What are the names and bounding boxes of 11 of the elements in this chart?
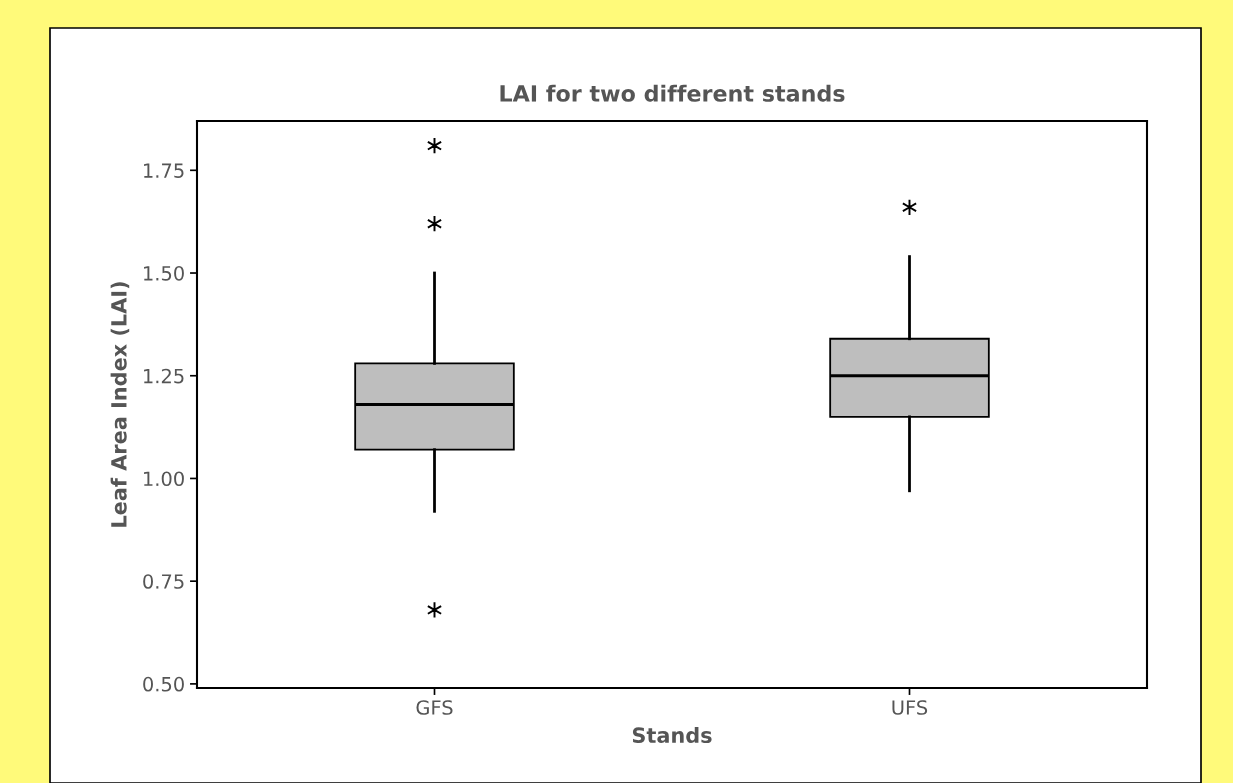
y-axis-title: Leaf Area Index (LAI) — [110, 282, 130, 527]
y-tick-label: 0.75 — [143, 574, 184, 589]
y-tick-label: 1.50 — [144, 265, 184, 281]
x-tick-label: UFS — [892, 700, 928, 715]
y-tick-label: 0.50 — [143, 676, 184, 692]
y-tick-label: 1.00 — [144, 471, 184, 487]
y-tick-label: 1.75 — [144, 163, 184, 178]
x-tick-label: GFS — [416, 700, 453, 715]
y-tick-label: 1.25 — [144, 368, 184, 384]
chart-title: LAI for two different stands — [500, 84, 845, 102]
x-axis-title: Stands — [632, 726, 712, 744]
